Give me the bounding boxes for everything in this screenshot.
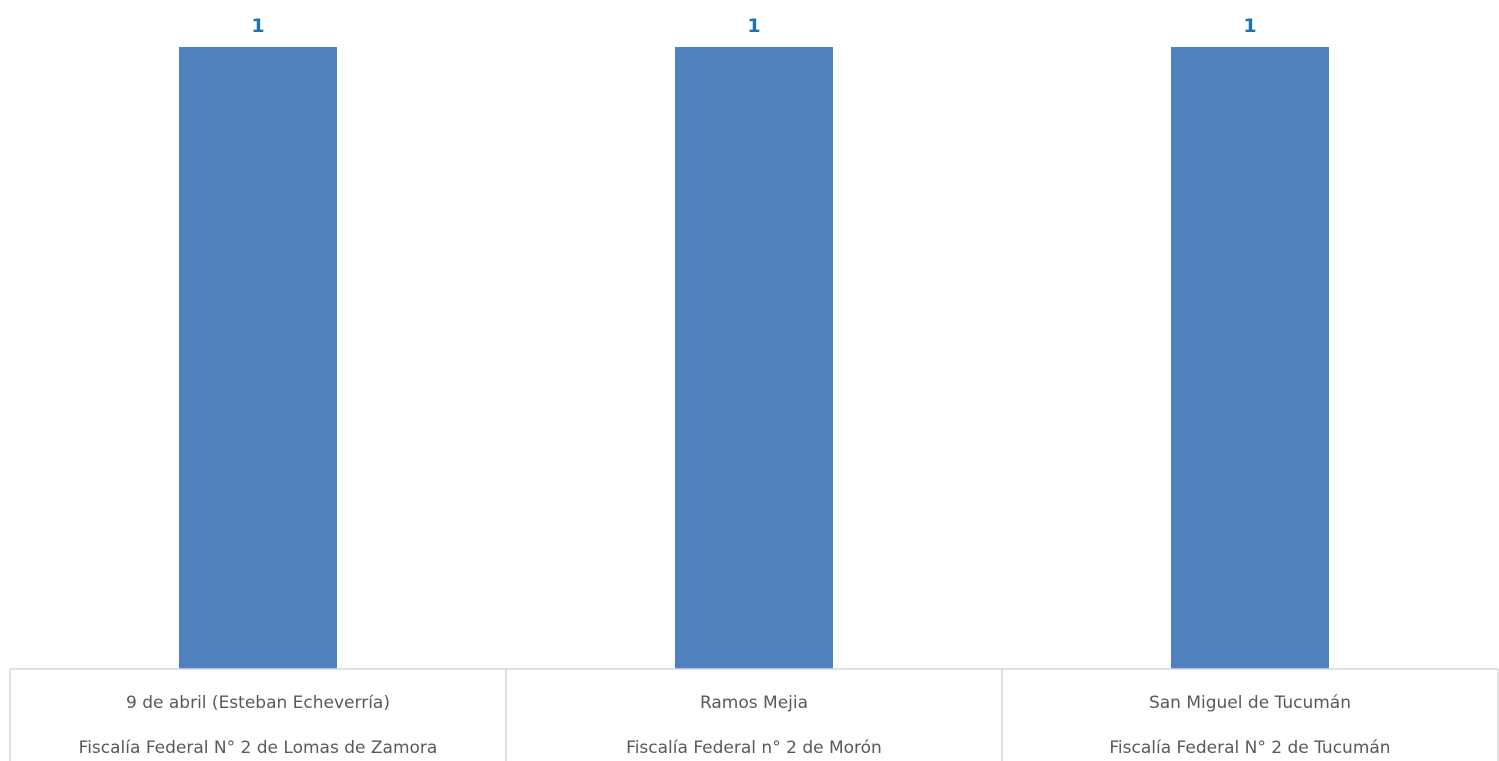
category-table: 9 de abril (Esteban Echeverría) Fiscalía … xyxy=(9,668,1499,761)
value-labels-group: 1 1 1 xyxy=(251,15,1256,37)
category-label-1-secondary: Fiscalía Federal N° 2 de Lomas de Zamora xyxy=(79,738,438,758)
bar-1 xyxy=(179,47,337,669)
category-label-3-primary: San Miguel de Tucumán xyxy=(1149,693,1351,713)
bar-value-label-2: 1 xyxy=(747,15,760,37)
bar-value-label-1: 1 xyxy=(251,15,264,37)
bar-3 xyxy=(1171,47,1329,669)
category-label-3-secondary: Fiscalía Federal N° 2 de Tucumán xyxy=(1109,738,1390,758)
bar-value-label-3: 1 xyxy=(1243,15,1256,37)
bars-group xyxy=(179,47,1329,669)
category-label-2-secondary: Fiscalía Federal n° 2 de Morón xyxy=(626,738,882,758)
category-label-2-primary: Ramos Mejia xyxy=(700,693,808,713)
category-label-1-primary: 9 de abril (Esteban Echeverría) xyxy=(126,693,390,713)
bar-2 xyxy=(675,47,833,669)
